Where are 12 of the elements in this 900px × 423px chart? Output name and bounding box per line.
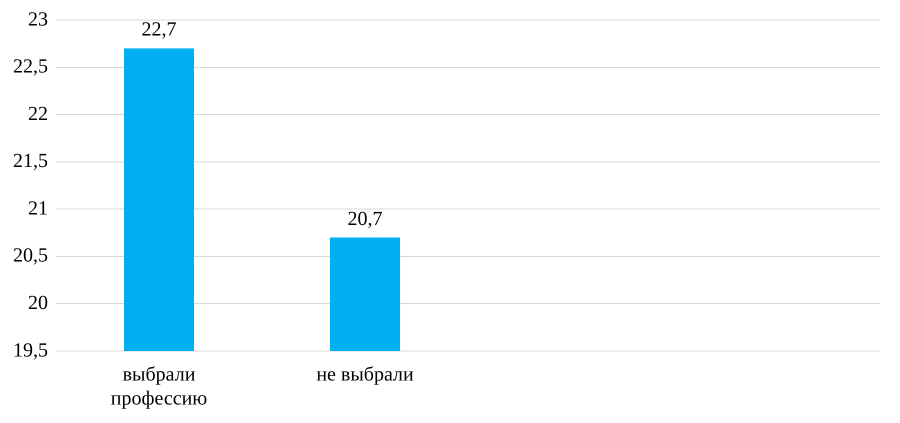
y-tick-label: 21,5 <box>13 150 48 172</box>
y-tick-label: 21 <box>28 197 48 220</box>
y-tick-label: 19,5 <box>13 339 48 362</box>
y-tick-label: 22 <box>28 102 48 125</box>
y-tick-label: 20,5 <box>13 244 48 267</box>
y-tick-label: 23 <box>28 8 48 30</box>
x-tick-label: выбрали профессию <box>110 363 208 410</box>
y-tick-label: 22,5 <box>13 56 48 78</box>
y-tick-label: 20 <box>28 292 48 314</box>
x-tick-label: не выбрали <box>316 363 414 386</box>
data-label: 20,7 <box>348 208 382 230</box>
data-label: 22,7 <box>142 18 176 41</box>
